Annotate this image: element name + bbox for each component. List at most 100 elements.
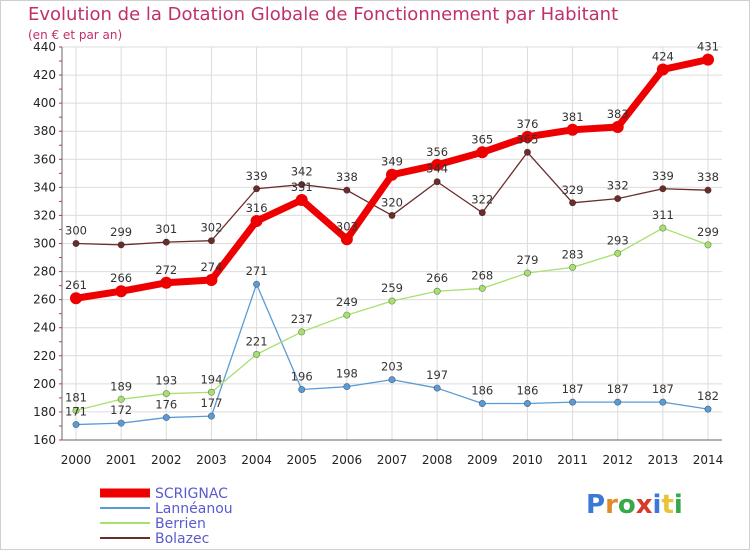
data-label-scrignac: 349 — [381, 155, 403, 169]
data-point-scrignac — [340, 233, 353, 246]
data-point-scrignac — [295, 193, 308, 206]
legend-item-lanneanou: Lannéanou — [100, 501, 233, 517]
y-tick-label: 180 — [33, 405, 56, 419]
x-tick-label: 2002 — [151, 453, 182, 467]
data-point-lanneanou — [343, 383, 351, 391]
data-label-bolazec: 329 — [562, 183, 584, 197]
data-point-scrignac — [521, 130, 534, 143]
data-point-lanneanou — [614, 398, 622, 406]
data-point-scrignac — [386, 168, 398, 181]
y-tick-label: 300 — [33, 237, 56, 251]
data-label-scrignac: 274 — [200, 260, 222, 274]
data-point-bolazec — [388, 211, 396, 219]
y-tick-label: 400 — [33, 96, 56, 110]
data-point-scrignac — [702, 53, 714, 66]
data-label-lanneanou: 203 — [381, 360, 403, 374]
x-tick-label: 2003 — [196, 453, 227, 467]
data-label-bolazec: 344 — [426, 162, 448, 176]
data-point-berrien — [388, 297, 396, 305]
data-point-bolazec — [659, 185, 667, 193]
data-point-lanneanou — [162, 414, 170, 422]
y-tick-label: 280 — [33, 265, 56, 279]
data-point-lanneanou — [298, 385, 306, 393]
data-label-berrien: 249 — [336, 295, 358, 309]
data-point-berrien — [569, 263, 577, 271]
y-tick-label: 380 — [33, 124, 56, 138]
x-tick-label: 2014 — [693, 453, 724, 467]
data-label-bolazec: 338 — [336, 170, 358, 184]
data-point-berrien — [162, 390, 170, 398]
data-label-scrignac: 316 — [246, 201, 268, 215]
data-point-bolazec — [704, 186, 712, 194]
data-point-lanneanou — [659, 398, 667, 406]
y-tick-label: 160 — [33, 433, 56, 447]
data-point-bolazec — [253, 185, 261, 193]
data-label-bolazec: 365 — [516, 132, 538, 146]
data-point-bolazec — [523, 148, 531, 156]
data-point-berrien — [72, 407, 80, 415]
data-label-berrien: 283 — [562, 247, 584, 261]
data-label-bolazec: 320 — [381, 195, 403, 209]
x-tick-label: 2006 — [332, 453, 363, 467]
data-point-bolazec — [207, 237, 215, 245]
y-tick-label: 220 — [33, 349, 56, 363]
data-label-bolazec: 299 — [110, 225, 132, 239]
data-point-lanneanou — [72, 421, 80, 429]
series-berrien — [72, 224, 712, 415]
logo-letter: r — [605, 490, 618, 520]
data-label-berrien: 221 — [246, 334, 268, 348]
x-tick-label: 2000 — [61, 453, 92, 467]
series-group: 171 172 176 177 271 196 198 203 197 186 186 187 187 1… — [65, 40, 719, 429]
y-tick-label: 240 — [33, 321, 56, 335]
data-point-berrien — [298, 328, 306, 336]
data-label-lanneanou: 271 — [246, 264, 268, 278]
chart-title: Evolution de la Dotation Globale de Fonc… — [28, 4, 619, 25]
data-label-scrignac: 331 — [291, 180, 313, 194]
data-label-lanneanou: 177 — [200, 396, 222, 410]
data-point-berrien — [207, 388, 215, 396]
data-label-scrignac: 272 — [155, 263, 177, 277]
y-tick-label: 340 — [33, 180, 56, 194]
data-point-berrien — [614, 249, 622, 257]
data-point-lanneanou — [117, 419, 125, 427]
data-label-lanneanou: 186 — [516, 384, 538, 398]
data-label-lanneanou: 176 — [155, 398, 177, 412]
data-label-berrien: 268 — [471, 268, 493, 282]
data-point-bolazec — [478, 209, 486, 217]
data-label-lanneanou: 182 — [697, 389, 719, 403]
data-label-bolazec: 338 — [697, 170, 719, 184]
data-point-scrignac — [205, 273, 218, 286]
logo-letter: P — [586, 490, 606, 520]
data-point-bolazec — [614, 195, 622, 203]
data-label-scrignac: 356 — [426, 145, 448, 159]
data-label-bolazec: 339 — [652, 169, 674, 183]
data-label-scrignac: 261 — [65, 278, 87, 292]
data-label-bolazec: 300 — [65, 224, 87, 238]
data-label-berrien: 259 — [381, 281, 403, 295]
data-point-scrignac — [431, 158, 444, 171]
logo-letter: i — [652, 490, 662, 520]
data-label-berrien: 194 — [200, 372, 222, 386]
data-label-lanneanou: 186 — [471, 384, 493, 398]
data-point-bolazec — [117, 241, 125, 249]
data-label-scrignac: 431 — [697, 40, 719, 54]
data-point-scrignac — [611, 121, 624, 134]
data-point-scrignac — [566, 123, 579, 136]
y-tick-label: 360 — [33, 152, 56, 166]
data-label-scrignac: 424 — [652, 49, 674, 63]
data-label-berrien: 279 — [516, 253, 538, 267]
legend-label-berrien: Berrien — [155, 516, 206, 532]
data-label-lanneanou: 172 — [110, 403, 132, 417]
data-label-lanneanou: 197 — [426, 368, 448, 382]
data-point-berrien — [523, 269, 531, 277]
data-label-berrien: 311 — [652, 208, 674, 222]
chart-subtitle: (en € et par an) — [28, 28, 123, 42]
data-point-bolazec — [569, 199, 577, 207]
grid-lines — [62, 46, 722, 441]
data-label-bolazec: 302 — [200, 221, 222, 235]
data-label-bolazec: 342 — [291, 165, 313, 179]
data-point-berrien — [253, 350, 261, 358]
x-tick-label: 2012 — [602, 453, 633, 467]
data-point-berrien — [433, 287, 441, 295]
